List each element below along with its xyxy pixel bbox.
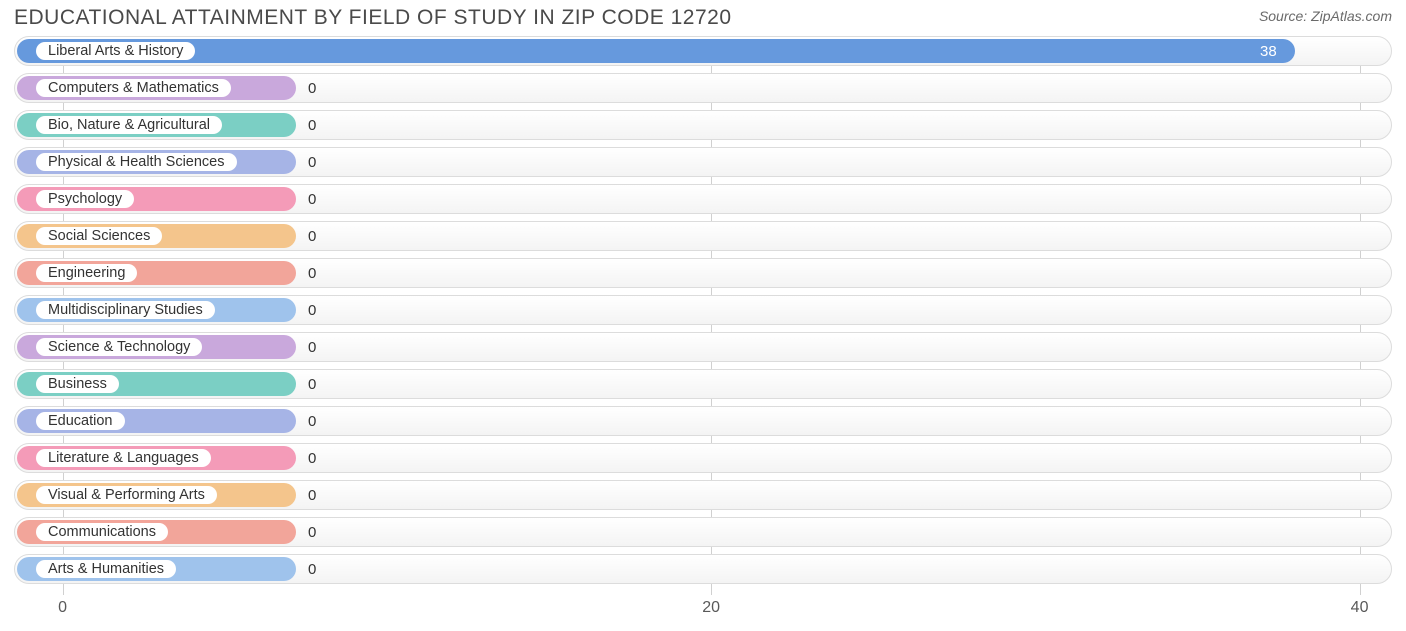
category-label: Literature & Languages	[36, 449, 211, 467]
category-label: Liberal Arts & History	[36, 42, 195, 60]
category-label: Physical & Health Sciences	[36, 153, 237, 171]
value-label: 0	[308, 480, 316, 510]
category-label: Social Sciences	[36, 227, 162, 245]
category-label: Communications	[36, 523, 168, 541]
bar-row: Arts & Humanities 0	[14, 554, 1392, 584]
value-label: 0	[308, 73, 316, 103]
category-label: Arts & Humanities	[36, 560, 176, 578]
chart-source: Source: ZipAtlas.com	[1259, 6, 1392, 24]
category-label: Multidisciplinary Studies	[36, 301, 215, 319]
category-label: Computers & Mathematics	[36, 79, 231, 97]
bar-row: Communications 0	[14, 517, 1392, 547]
value-label: 0	[308, 554, 316, 584]
category-label: Education	[36, 412, 125, 430]
value-label: 0	[308, 406, 316, 436]
category-label: Psychology	[36, 190, 134, 208]
chart-area: Liberal Arts & History 38 Computers & Math…	[14, 36, 1392, 595]
bar-row: Bio, Nature & Agricultural 0	[14, 110, 1392, 140]
category-label: Business	[36, 375, 119, 393]
category-label: Bio, Nature & Agricultural	[36, 116, 222, 134]
value-label: 38	[1260, 36, 1277, 66]
value-label: 0	[308, 184, 316, 214]
bar-row: Education 0	[14, 406, 1392, 436]
x-axis-tick: 0	[58, 599, 67, 617]
bar-row: Psychology 0	[14, 184, 1392, 214]
bar-row: Multidisciplinary Studies 0	[14, 295, 1392, 325]
bar-row: Literature & Languages 0	[14, 443, 1392, 473]
value-label: 0	[308, 110, 316, 140]
value-label: 0	[308, 258, 316, 288]
x-axis-tick: 40	[1351, 599, 1369, 617]
bar-row: Physical & Health Sciences 0	[14, 147, 1392, 177]
bar-row: Computers & Mathematics 0	[14, 73, 1392, 103]
bar-row: Social Sciences 0	[14, 221, 1392, 251]
category-label: Visual & Performing Arts	[36, 486, 217, 504]
bar-row: Engineering 0	[14, 258, 1392, 288]
value-label: 0	[308, 517, 316, 547]
value-label: 0	[308, 332, 316, 362]
bar-row: Business 0	[14, 369, 1392, 399]
value-label: 0	[308, 295, 316, 325]
category-label: Engineering	[36, 264, 137, 282]
x-axis: 0 20 40	[14, 599, 1392, 623]
bar-row: Science & Technology 0	[14, 332, 1392, 362]
x-axis-tick: 20	[702, 599, 720, 617]
value-label: 0	[308, 221, 316, 251]
value-label: 0	[308, 443, 316, 473]
chart-title: EDUCATIONAL ATTAINMENT BY FIELD OF STUDY…	[14, 6, 732, 30]
bar-row: Visual & Performing Arts 0	[14, 480, 1392, 510]
category-label: Science & Technology	[36, 338, 202, 356]
bar-row: Liberal Arts & History 38	[14, 36, 1392, 66]
bar	[17, 39, 1295, 63]
value-label: 0	[308, 147, 316, 177]
value-label: 0	[308, 369, 316, 399]
